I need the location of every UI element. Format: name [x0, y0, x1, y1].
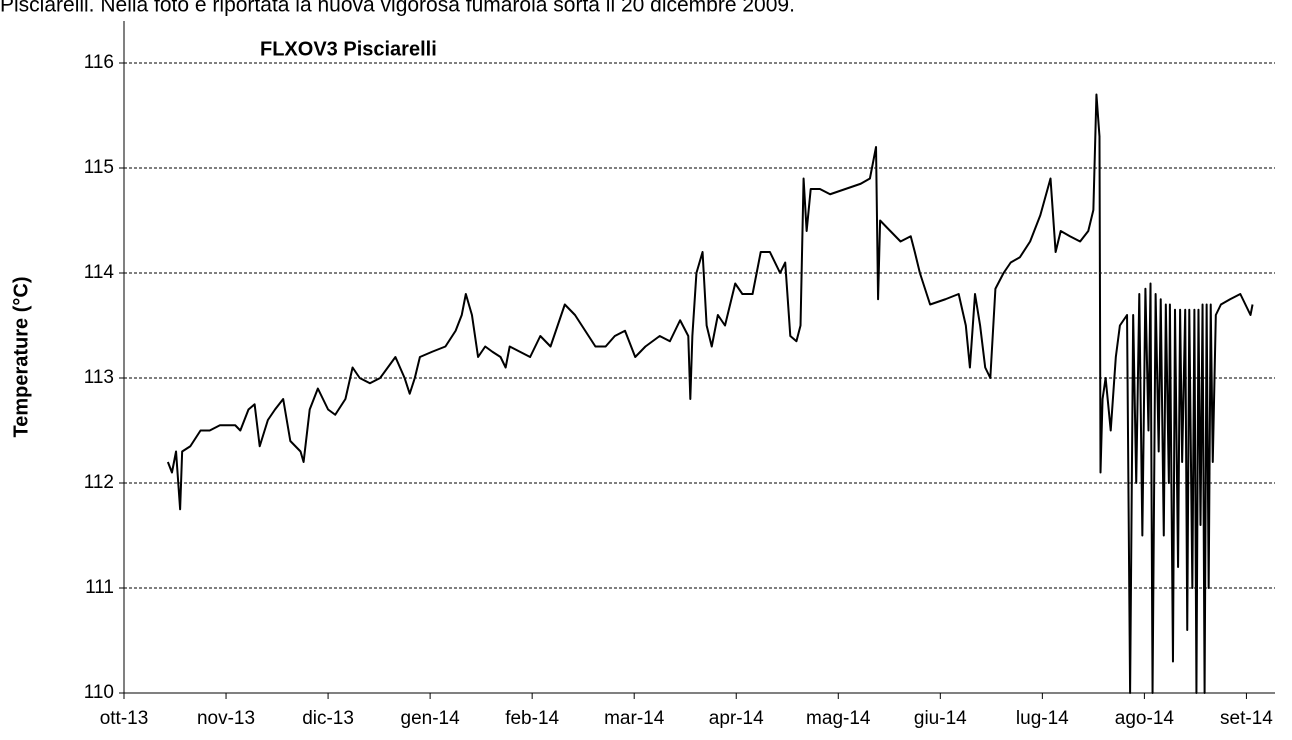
x-tick-label: apr-14	[709, 708, 764, 729]
x-tick-label: set-14	[1220, 708, 1273, 729]
data-line	[166, 93, 1254, 694]
x-tick-label: feb-14	[505, 708, 559, 729]
y-axis-label: Temperature (°C)	[10, 277, 32, 438]
caption: Pisciarelli. Nella foto è riportata la n…	[0, 0, 795, 17]
x-tick-label: ott-13	[100, 708, 149, 729]
y-tick-label: 116	[84, 52, 114, 73]
x-tick-label: giu-14	[914, 708, 967, 729]
y-tick-label: 112	[84, 472, 114, 493]
x-tick-label: mag-14	[806, 708, 871, 729]
y-tick-label: 115	[84, 157, 114, 178]
y-tick-label: 110	[84, 682, 114, 703]
x-tick-label: lug-14	[1016, 708, 1069, 729]
x-tick-label: dic-13	[302, 708, 354, 729]
chart-title: FLXOV3 Pisciarelli	[260, 38, 437, 60]
y-tick-label: 111	[85, 577, 114, 598]
y-tick-label: 113	[84, 367, 114, 388]
y-tick-label: 114	[84, 262, 115, 283]
x-tick-label: nov-13	[197, 708, 255, 729]
x-tick-label: gen-14	[401, 708, 461, 729]
x-tick-label: ago-14	[1115, 708, 1175, 729]
x-tick-label: mar-14	[604, 708, 665, 729]
